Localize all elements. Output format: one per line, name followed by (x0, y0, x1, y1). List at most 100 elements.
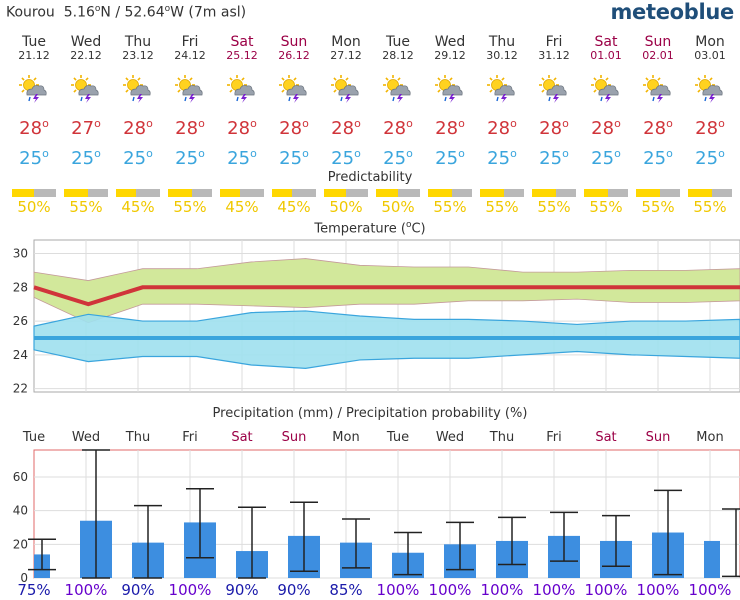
sun-ray (397, 77, 401, 81)
max-temperature-value: 28 (227, 118, 251, 139)
min-temperature-value: 25 (331, 148, 355, 169)
precipitation-y-tick: 40 (13, 504, 28, 518)
thunderstorm-sun-icon (591, 75, 619, 103)
sun-ray (33, 77, 37, 81)
thunderstorm-sun-icon (123, 75, 151, 103)
thunderstorm-sun-icon (383, 75, 411, 103)
cloud-shape (494, 85, 515, 96)
rain-drop (288, 96, 291, 102)
degree-sign: o (42, 117, 49, 130)
day-date: 31.12 (538, 49, 570, 62)
max-temperature: 28o (322, 114, 370, 139)
predictability-percent: 55% (485, 198, 519, 216)
degree-sign: o (302, 147, 309, 160)
day-date: 03.01 (694, 49, 726, 62)
sun-ray (645, 89, 649, 93)
degree-sign: o (146, 147, 153, 160)
precipitation-y-tick: 0 (20, 571, 28, 585)
predictability-percent: 55% (173, 198, 207, 216)
precipitation-day-label: Fri (182, 430, 198, 445)
altitude: (7m asl) (188, 4, 247, 21)
precipitation-day-label: Tue (22, 430, 46, 445)
thunderstorm-sun-icon (175, 75, 203, 103)
degree-sign: o (146, 117, 153, 130)
predictability-bar (584, 189, 628, 197)
rain-drop (392, 96, 395, 102)
predictability-percent: 45% (277, 198, 311, 216)
sun-ray (593, 77, 597, 81)
rain-drop (184, 96, 187, 102)
rain-drop (80, 96, 83, 102)
sun-ray (449, 77, 453, 81)
min-temperature-value: 25 (71, 148, 95, 169)
cloud-shape (234, 85, 255, 96)
lightning-bolt (137, 94, 143, 103)
thunderstorm-sun-icon (695, 75, 723, 103)
rain-drop (548, 96, 551, 102)
min-temperature-value: 25 (695, 148, 719, 169)
predictability-fill (272, 189, 292, 197)
max-temperature-value: 28 (435, 118, 459, 139)
thunderstorm-sun-icon (19, 75, 47, 103)
lightning-bolt (293, 94, 299, 103)
precipitation-y-tick: 20 (13, 537, 28, 551)
predictability-bar (688, 189, 732, 197)
sun-ray (177, 77, 181, 81)
sun-ray (333, 89, 337, 93)
predictability-percent: 55% (537, 198, 571, 216)
degree-sign: o (510, 147, 517, 160)
day-date: 22.12 (70, 49, 102, 62)
sun-ray (333, 77, 337, 81)
precipitation-probability: 100% (64, 581, 108, 599)
max-temperature-value: 28 (487, 118, 511, 139)
sun-ray (21, 89, 25, 93)
sun-ray (345, 77, 349, 81)
cloud-shape (26, 85, 47, 96)
sun-ray (385, 89, 389, 93)
predictability-fill (428, 189, 453, 197)
min-temperature-value: 25 (123, 148, 147, 169)
lightning-bolt (33, 94, 39, 103)
degree-sign: o (198, 117, 205, 130)
min-temperature-value: 25 (19, 148, 43, 169)
day-name: Mon (331, 34, 361, 50)
temperature-title: Temperature (oC) (314, 220, 426, 237)
max-temperature-value: 28 (175, 118, 199, 139)
cloud-shape (546, 85, 567, 96)
thunderstorm-sun-icon (487, 75, 515, 103)
temperature-y-tick: 26 (13, 314, 28, 328)
precipitation-probability: 100% (584, 581, 628, 599)
min-temperature-value: 25 (383, 148, 407, 169)
sun-ray (73, 89, 77, 93)
sun-ray (645, 77, 649, 81)
predictability-bar (12, 189, 56, 197)
precipitation-day-label: Sun (281, 430, 307, 445)
precipitation-day-label: Wed (435, 430, 465, 445)
precipitation-day-label: Thu (125, 430, 151, 445)
day-name: Sun (644, 34, 672, 50)
day-date: 25.12 (226, 49, 258, 62)
degree-sign: o (302, 117, 309, 130)
degree-sign: o (94, 117, 101, 130)
cloud-shape (598, 85, 619, 96)
precipitation-title: Precipitation (mm) / Precipitation proba… (212, 406, 528, 421)
predictability-bar (428, 189, 472, 197)
precipitation-probability: 100% (688, 581, 732, 599)
degree-sign: o (458, 147, 465, 160)
sun-ray (593, 89, 597, 93)
max-temperature: 28o (582, 114, 630, 139)
degree-sign: o (718, 147, 725, 160)
degree-sign: o (94, 147, 101, 160)
precipitation-day-label: Sat (231, 430, 253, 445)
min-temperature: 25o (166, 144, 214, 169)
thunderstorm-sun-icon (71, 75, 99, 103)
sun-ray (189, 77, 193, 81)
sun-ray (229, 89, 233, 93)
longitude-dir: W (170, 4, 184, 21)
temperature-y-tick: 28 (13, 280, 28, 294)
predictability-percent: 50% (17, 198, 51, 216)
max-temperature: 28o (478, 114, 526, 139)
sun-ray (281, 77, 285, 81)
predictability-percent: 55% (433, 198, 467, 216)
